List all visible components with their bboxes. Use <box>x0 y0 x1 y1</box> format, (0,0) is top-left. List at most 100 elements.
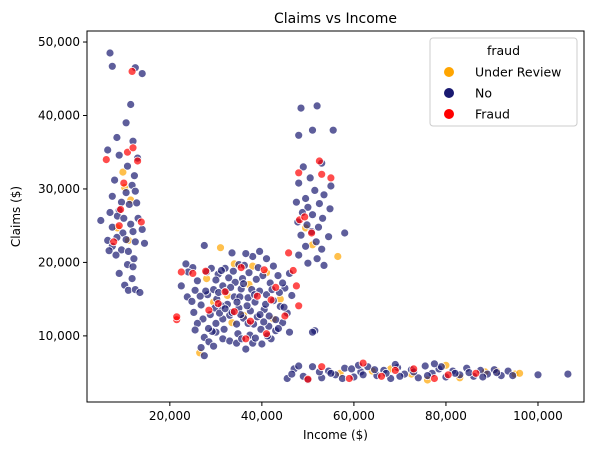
data-point <box>288 266 298 275</box>
data-point <box>114 268 124 278</box>
data-point <box>344 374 354 383</box>
data-point <box>317 362 327 372</box>
data-point <box>303 202 313 212</box>
y-tick-label: 30,000 <box>38 182 80 196</box>
data-point <box>296 103 306 113</box>
data-point <box>347 364 357 374</box>
data-point <box>308 362 317 372</box>
data-point <box>257 339 267 349</box>
data-point <box>325 204 335 214</box>
x-tick-label: 40,000 <box>241 409 283 423</box>
data-point <box>314 222 323 232</box>
data-point <box>317 244 327 254</box>
data-point <box>429 374 439 383</box>
data-point <box>314 199 324 209</box>
data-point <box>241 334 251 344</box>
data-point <box>324 232 334 242</box>
data-point <box>216 266 226 275</box>
data-point <box>478 372 488 382</box>
data-point <box>251 274 261 284</box>
data-point <box>563 369 573 379</box>
data-point <box>111 250 121 260</box>
data-point <box>189 307 199 317</box>
data-point <box>196 343 206 353</box>
points-layer <box>96 48 573 385</box>
data-point <box>232 297 242 307</box>
data-point <box>291 281 301 291</box>
data-point <box>239 279 248 289</box>
data-point <box>298 162 308 172</box>
data-point <box>128 227 138 237</box>
data-point <box>101 155 111 165</box>
data-point <box>287 291 297 300</box>
data-point <box>429 359 439 369</box>
data-point <box>121 235 131 245</box>
data-point <box>305 173 315 183</box>
data-point <box>190 325 200 335</box>
data-point <box>129 254 139 264</box>
data-point <box>126 219 136 229</box>
data-point <box>358 358 368 368</box>
data-point <box>110 175 119 185</box>
data-point <box>192 276 202 286</box>
y-axis-ticks: 10,000 20,000 30,000 40,000 50,000 <box>38 35 87 343</box>
legend-marker <box>444 88 454 98</box>
data-point <box>127 67 137 76</box>
data-point <box>213 299 223 309</box>
data-point <box>301 241 311 251</box>
data-point <box>266 295 276 305</box>
data-point <box>280 311 290 321</box>
data-point <box>104 246 114 256</box>
data-point <box>271 282 281 292</box>
data-point <box>471 368 481 378</box>
data-point <box>129 171 139 181</box>
data-point <box>195 291 205 301</box>
data-point <box>273 271 283 281</box>
data-point <box>241 249 251 259</box>
data-point <box>105 48 115 58</box>
data-point <box>196 300 206 310</box>
y-tick-label: 10,000 <box>38 329 80 343</box>
data-point <box>340 228 350 238</box>
legend-label: Fraud <box>475 107 510 122</box>
data-point <box>284 248 294 258</box>
data-point <box>107 191 117 201</box>
data-point <box>262 329 271 339</box>
data-point <box>135 288 145 297</box>
data-point <box>232 319 242 329</box>
data-point <box>262 254 271 264</box>
data-point <box>201 286 211 296</box>
data-point <box>172 312 182 322</box>
data-point <box>273 324 283 333</box>
data-point <box>199 241 209 250</box>
x-tick-label: 80,000 <box>425 409 467 423</box>
data-point <box>533 370 543 380</box>
data-point <box>136 217 146 227</box>
data-point <box>187 296 197 306</box>
data-point <box>300 212 310 222</box>
data-point <box>326 173 336 183</box>
data-point <box>211 318 221 328</box>
data-point <box>307 228 317 238</box>
data-point <box>443 370 453 380</box>
data-point <box>123 161 132 171</box>
data-point <box>188 268 198 278</box>
data-point <box>121 118 131 128</box>
data-point <box>508 371 518 381</box>
x-tick-label: 20,000 <box>149 409 191 423</box>
data-point <box>294 168 304 178</box>
data-point <box>285 327 294 337</box>
data-point <box>199 351 209 361</box>
data-point <box>278 278 288 288</box>
data-point <box>224 273 234 283</box>
data-point <box>103 145 113 155</box>
data-point <box>395 371 405 381</box>
data-point <box>294 250 304 260</box>
x-axis-label: Income ($) <box>303 428 368 442</box>
data-point <box>176 281 186 291</box>
data-point <box>220 287 230 297</box>
data-point <box>96 216 106 225</box>
data-point <box>370 365 380 375</box>
data-point <box>317 169 327 179</box>
plot-frame <box>86 30 585 403</box>
